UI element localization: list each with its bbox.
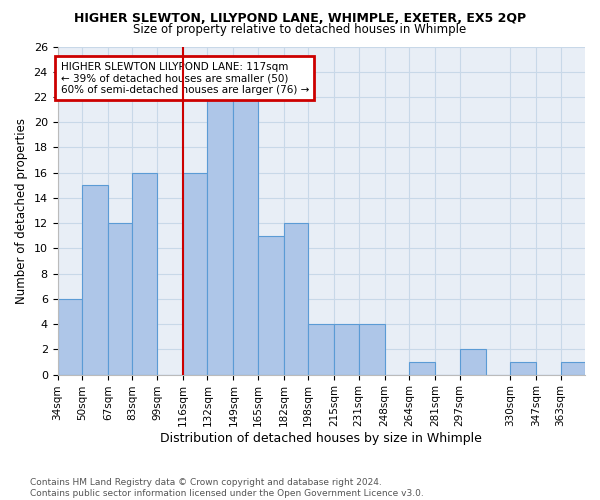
X-axis label: Distribution of detached houses by size in Whimple: Distribution of detached houses by size … [160, 432, 482, 445]
Bar [133, 172, 157, 374]
Bar [284, 223, 308, 374]
Bar [409, 362, 435, 374]
Bar [560, 362, 585, 374]
Text: HIGHER SLEWTON, LILYPOND LANE, WHIMPLE, EXETER, EX5 2QP: HIGHER SLEWTON, LILYPOND LANE, WHIMPLE, … [74, 12, 526, 26]
Bar [308, 324, 334, 374]
Text: Contains HM Land Registry data © Crown copyright and database right 2024.
Contai: Contains HM Land Registry data © Crown c… [30, 478, 424, 498]
Bar [334, 324, 359, 374]
Bar [108, 223, 133, 374]
Bar [82, 186, 108, 374]
Bar [58, 299, 82, 374]
Bar [183, 172, 208, 374]
Bar [510, 362, 536, 374]
Bar [359, 324, 385, 374]
Bar [208, 97, 233, 374]
Text: HIGHER SLEWTON LILYPOND LANE: 117sqm
← 39% of detached houses are smaller (50)
6: HIGHER SLEWTON LILYPOND LANE: 117sqm ← 3… [61, 62, 309, 95]
Text: Size of property relative to detached houses in Whimple: Size of property relative to detached ho… [133, 22, 467, 36]
Y-axis label: Number of detached properties: Number of detached properties [15, 118, 28, 304]
Bar [233, 97, 258, 374]
Bar [460, 350, 485, 374]
Bar [258, 236, 284, 374]
